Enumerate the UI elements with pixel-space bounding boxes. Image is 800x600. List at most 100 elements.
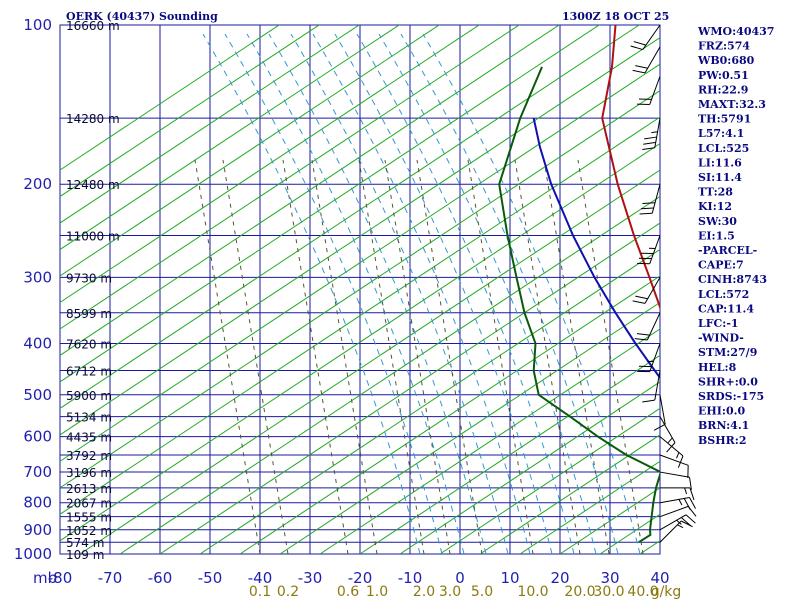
wind-barb [630,24,661,51]
height-label: 5900 m [66,389,112,403]
mixing-ratio-line [577,159,644,554]
index-value: SW:30 [698,215,737,228]
temperature-tick-label: -10 [398,569,423,587]
wind-barb [637,343,661,373]
wind-barb [642,370,661,403]
index-value: TH:5791 [698,113,751,126]
height-label: 11000 m [66,230,120,244]
pressure-tick-label: 700 [23,463,52,481]
height-label: 574 m [66,536,104,550]
index-value: BSHR:2 [698,434,747,447]
index-value: L57:4.1 [698,127,744,140]
index-value: FRZ:574 [698,40,750,53]
pressure-tick-label: 200 [23,175,52,193]
chart-title: OERK (40437) Sounding [66,10,218,23]
mixing-ratio-tick-label: 5.0 [471,584,493,600]
mixing-ratio-tick-label: 10.0 [517,584,548,600]
pressure-tick-label: 400 [23,335,52,353]
dry-adiabat-line [60,25,440,277]
height-label: 2613 m [66,482,112,496]
mixing-ratio-line [543,159,610,554]
wind-barb [659,520,693,543]
dry-adiabat-line [60,25,560,356]
wind-barbs [630,24,697,543]
mixing-ratio-tick-label: 0.6 [337,584,359,600]
temperature-tick-label: 20 [550,569,569,587]
dry-adiabat-line [60,25,280,171]
index-value: CINH:8743 [698,273,767,286]
mixing-ratio-line [282,159,349,554]
temperature-tick-label: -60 [148,569,173,587]
adiabat-lines [60,25,660,554]
dry-adiabat-line [279,301,660,554]
index-value: LCL:525 [698,142,749,155]
index-value: LCL:572 [698,288,749,301]
temperature-tick-label: -80 [48,569,73,587]
index-value: WMO:40437 [697,25,774,38]
chart-time: 1300Z 18 OCT 25 [562,10,669,23]
wind-barb [642,118,661,151]
index-value: EHI:0.0 [698,405,745,418]
wind-barb [659,454,689,478]
dry-adiabat-line [60,25,360,224]
dry-adiabat-line [60,90,660,489]
index-value: CAP:11.4 [698,302,754,315]
mixing-ratio-line [194,159,261,554]
mixing-ratio-tick-label: 1.0 [366,584,388,600]
height-label: 5134 m [66,411,112,425]
moist-adiabat-line [246,33,465,554]
height-label: 2067 m [66,497,112,511]
index-value: PW:0.51 [698,69,749,82]
pressure-tick-label: 100 [23,16,52,34]
dry-adiabat-line [60,37,660,436]
moist-adiabat-line [356,33,575,554]
moist-adiabat-line [334,33,553,554]
moist-adiabat-line [224,33,443,554]
index-value: WB0:680 [697,54,755,67]
index-value: RH:22.9 [698,83,748,96]
height-labels: 16660 m 14280 m 12480 m 11000 m 9730 m 8599 m… [66,19,120,562]
wind-barb [653,394,666,431]
wind-barb [659,505,697,518]
temperature-tick-label: 0 [455,569,465,587]
dry-adiabat-line [79,169,660,554]
dry-adiabat-line [199,248,660,554]
dry-adiabat-line [399,381,660,554]
height-label: 9730 m [66,271,112,285]
dry-adiabat-line [359,354,660,554]
mixing-ratio-tick-label: 3.0 [439,584,461,600]
wind-barb [659,514,696,531]
index-value: STM:27/9 [698,346,757,359]
dry-adiabat-line [479,434,660,554]
mixing-ratio-tick-label: 0.1 [249,584,271,600]
dry-adiabat-line [239,275,660,554]
dry-adiabat-line [60,25,400,251]
height-label: 3792 m [66,449,112,463]
index-value: TT:28 [698,186,733,199]
wind-barb [659,436,684,468]
sounding-profiles [498,25,660,544]
height-label: 6712 m [66,365,112,379]
height-label: 7620 m [66,338,112,352]
index-value: MAXT:32.3 [698,98,766,111]
index-value: SHR+:0.0 [698,375,758,388]
dry-adiabat-line [519,460,660,554]
temperature-tick-label: 10 [500,569,519,587]
moist-adiabat-line [378,33,597,554]
temperature-tick-label: -70 [98,569,123,587]
index-value: BRN:4.1 [698,419,749,432]
pressure-tick-label: 500 [23,386,52,404]
pressure-tick-label: 300 [23,268,52,286]
wind-barb [637,76,661,105]
moist-adiabat-line [422,33,641,554]
dry-adiabat-line [60,25,640,409]
wind-barb [659,416,676,453]
dry-adiabat-line [60,116,660,515]
temperature-axis: -80 -70 -60 -50 -40 -30 -20 -10 0 10 20 30 40 [48,569,670,587]
index-value: KI:12 [698,200,732,213]
mixing-ratio-tick-label: g/kg [651,584,682,600]
temperature-profile-line [601,25,660,311]
pressure-tick-label: 900 [23,521,52,539]
